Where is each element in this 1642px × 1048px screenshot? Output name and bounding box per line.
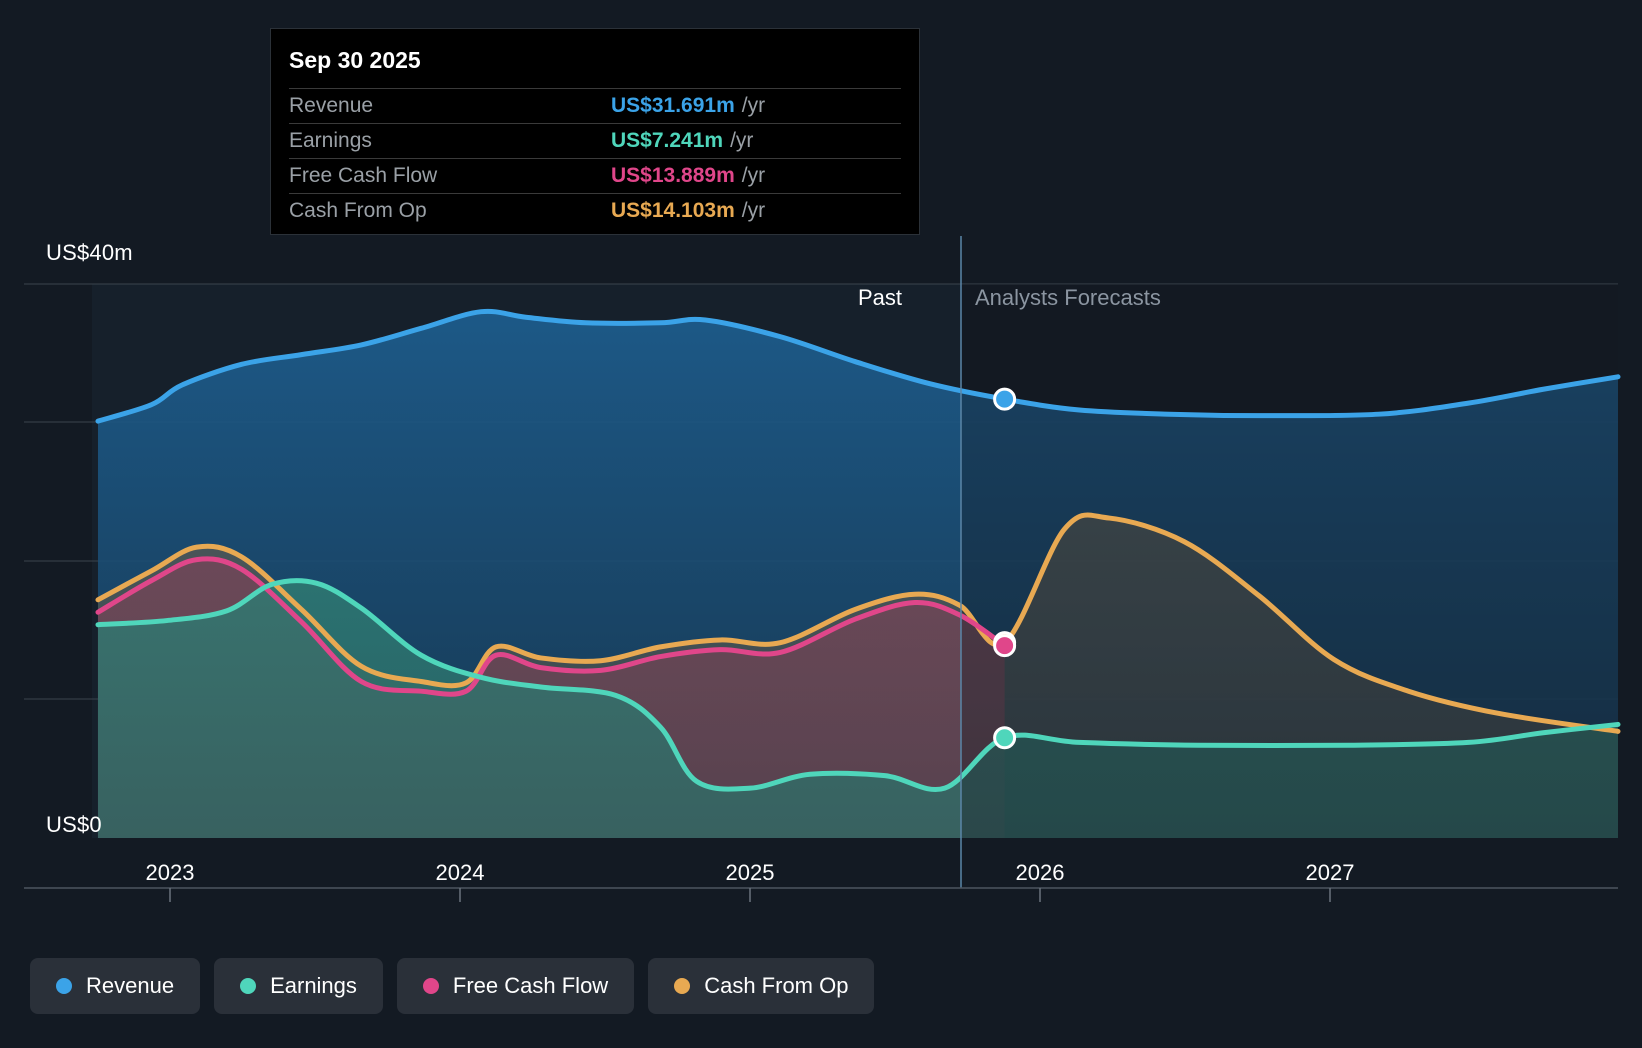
series-line-earnings[interactable] [95, 578, 1621, 792]
area-fill-earnings [97, 580, 1619, 838]
x-axis-tick-2027: 2027 [1305, 860, 1355, 885]
series-line-free-cash-flow[interactable] [95, 556, 1008, 697]
legend-color-dot-icon [674, 978, 691, 994]
legend-item-revenue[interactable]: Revenue [30, 958, 201, 1014]
tooltip-metric-name: Cash From Op [289, 199, 427, 222]
tooltip-metric-value: US$13.889m [611, 164, 735, 187]
legend-item-label: Revenue [86, 973, 175, 998]
tooltip-metric-value-group: US$31.691m/yr [611, 94, 901, 118]
tooltip-metric-name: Earnings [289, 129, 372, 152]
tooltip-row: Cash From Op US$14.103m/yr [289, 193, 901, 228]
tooltip-metric-unit: /yr [741, 94, 766, 117]
x-axis-tick-2024: 2024 [435, 860, 485, 885]
data-point-marker-earnings[interactable] [993, 726, 1017, 750]
data-point-marker-revenue[interactable] [993, 387, 1017, 411]
tooltip-metric-value-group: US$14.103m/yr [611, 199, 901, 223]
tooltip-metric-unit: /yr [741, 199, 766, 222]
tooltip-metric-value-group: US$13.889m/yr [611, 164, 901, 188]
analysts-forecasts-label: Analysts Forecasts [975, 285, 1161, 310]
tooltip-date-title: Sep 30 2025 [289, 47, 421, 73]
data-tooltip: Sep 30 2025 Revenue US$31.691m/yr Earnings… [270, 28, 920, 235]
chart-legend[interactable]: Revenue Earnings Free Cash Flow Cash From O… [30, 958, 875, 1014]
data-point-marker-free-cash-flow[interactable] [993, 634, 1017, 658]
tooltip-metric-unit: /yr [730, 129, 754, 152]
x-axis-tick-2023: 2023 [145, 860, 195, 885]
legend-color-dot-icon [422, 978, 439, 994]
tooltip-metric-name: Free Cash Flow [289, 164, 438, 187]
legend-item-earnings[interactable]: Earnings [214, 958, 383, 1014]
tooltip-metric-name: Revenue [289, 94, 374, 117]
tooltip-metric-value: US$7.241m [611, 129, 724, 152]
legend-color-dot-icon [240, 978, 257, 994]
series-line-revenue[interactable] [95, 308, 1621, 424]
tooltip-row: Free Cash Flow US$13.889m/yr [289, 158, 901, 193]
legend-item-label: Cash From Op [704, 973, 849, 998]
legend-item-free-cash-flow[interactable]: Free Cash Flow [396, 958, 635, 1014]
legend-color-dot-icon [56, 978, 72, 994]
tooltip-metric-value: US$14.103m [611, 199, 735, 222]
series-line-cash-from-op[interactable] [95, 512, 1621, 734]
y-axis-max-label: US$40m [46, 240, 133, 265]
tooltip-row: Earnings US$7.241m/yr [289, 123, 901, 158]
tooltip-metric-value: US$31.691m [611, 94, 735, 117]
legend-item-label: Free Cash Flow [452, 973, 609, 998]
legend-item-cash-from-op[interactable]: Cash From Op [648, 958, 875, 1014]
legend-item-label: Earnings [270, 973, 357, 998]
tooltip-row: Revenue US$31.691m/yr [289, 88, 901, 123]
tooltip-metric-value-group: US$7.241m/yr [611, 129, 901, 153]
x-axis-ticks [169, 888, 1331, 902]
tooltip-metric-unit: /yr [741, 164, 766, 187]
past-period-label: Past [857, 285, 902, 310]
y-axis-zero-label: US$0 [46, 812, 102, 837]
x-axis-tick-2025: 2025 [725, 860, 775, 885]
x-axis-tick-2026: 2026 [1015, 860, 1065, 885]
